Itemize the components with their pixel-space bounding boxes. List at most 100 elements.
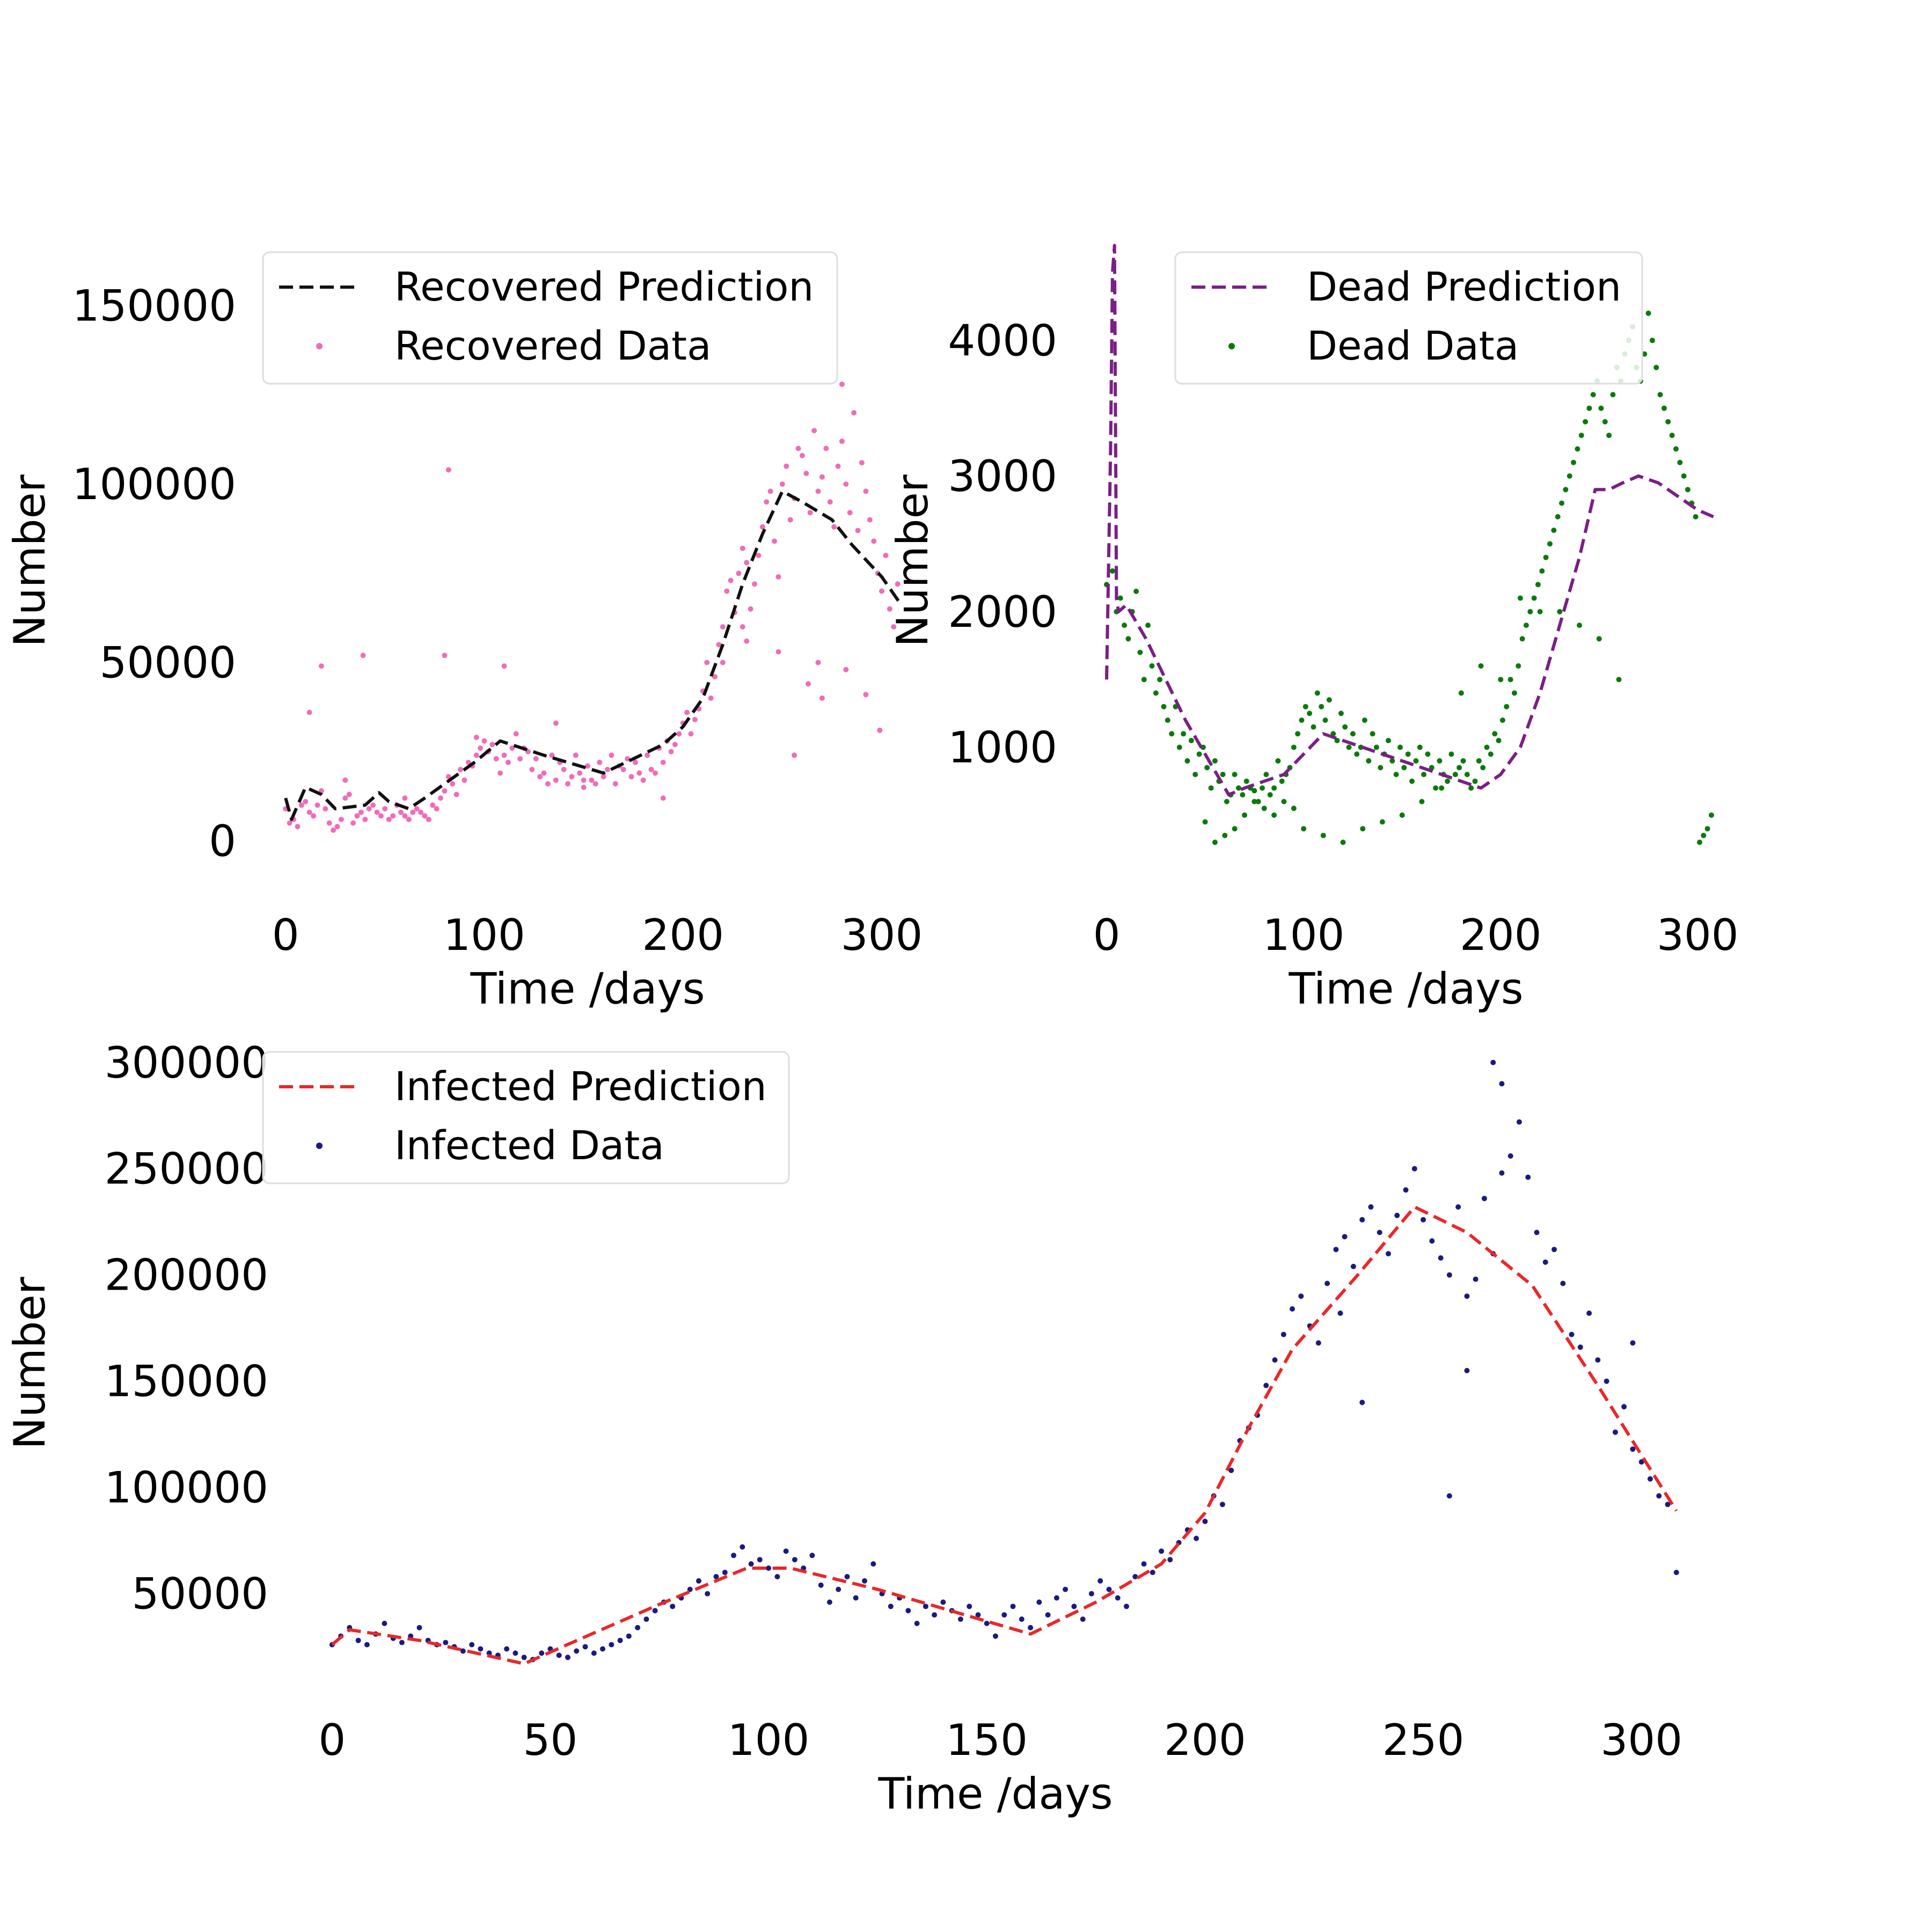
recovered-data-point — [759, 524, 765, 530]
recovered-data-point — [684, 709, 690, 715]
dead-data-point — [1583, 419, 1589, 425]
infected-data-point — [1542, 1259, 1548, 1265]
infected-data-point — [748, 1561, 754, 1567]
legend-entry-prediction: Dead Prediction — [1307, 264, 1621, 310]
dead-data-point — [1452, 772, 1458, 778]
recovered-data-point — [724, 588, 730, 594]
recovered-data-point — [891, 624, 897, 630]
recovered-data-point — [445, 467, 451, 473]
dead-data-point — [1457, 765, 1462, 771]
recovered-data-point — [609, 752, 614, 758]
infected-legend: Infected Prediction Infected Data — [262, 1051, 790, 1184]
y-axis-label: Number — [5, 474, 55, 647]
infected-data-point — [1638, 1459, 1644, 1465]
dead-data-point — [1340, 839, 1346, 845]
recovered-data-point — [318, 663, 324, 669]
dead-data-point — [1504, 704, 1510, 709]
recovered-data-point — [334, 824, 340, 830]
recovered-data-point — [839, 382, 845, 387]
dead-data-point — [1291, 744, 1297, 750]
infected-data-point — [888, 1604, 894, 1609]
recovered-data-point — [338, 816, 344, 822]
recovered-data-point — [442, 653, 448, 658]
recovered-prediction-line — [284, 489, 903, 821]
dead-data-point — [1378, 765, 1384, 771]
dead-data-point — [1616, 677, 1622, 683]
recovered-data-point — [326, 820, 332, 826]
infected-data-point — [1656, 1493, 1662, 1499]
recovered-data-point — [323, 806, 328, 811]
recovered-data-point — [748, 606, 753, 612]
dead-data-point — [1379, 819, 1385, 825]
recovered-data-point — [589, 777, 595, 783]
recovered-data-point — [632, 759, 638, 765]
recovered-data-point — [628, 774, 634, 780]
y-tick-label: 300000 — [105, 1038, 268, 1088]
dead-data-point — [1232, 826, 1238, 832]
dead-data-point — [1523, 623, 1529, 628]
recovered-data-point — [473, 735, 479, 740]
recovered-data-point — [815, 660, 821, 665]
recovered-data-point — [386, 816, 392, 822]
recovered-data-point — [823, 445, 829, 451]
infected-data-point — [1507, 1153, 1513, 1159]
infected-data-point — [1473, 1276, 1479, 1282]
dead-data-point — [1192, 772, 1198, 778]
recovered-data-point — [306, 709, 312, 715]
dead-data-point — [1322, 718, 1328, 723]
recovered-data-point — [306, 809, 312, 815]
dead-data-point — [1464, 772, 1470, 778]
infected-data-point — [670, 1604, 676, 1609]
recovered-data-point — [806, 681, 811, 687]
infected-data-point — [591, 1650, 597, 1656]
infected-data-point — [1499, 1081, 1505, 1087]
dead-data-point — [1279, 778, 1285, 784]
recovered-data-point — [513, 731, 519, 737]
dead-data-point — [1642, 351, 1648, 357]
recovered-data-point — [402, 795, 408, 801]
dead-data-point — [1704, 826, 1710, 832]
dead-data-point — [1271, 812, 1277, 818]
infected-data-point — [757, 1557, 763, 1563]
y-tick-label: 100000 — [105, 1463, 268, 1513]
infected-data-point — [1534, 1230, 1540, 1235]
dead-data-point — [1141, 677, 1147, 683]
recovered-data-point — [811, 428, 817, 434]
dead-data-point — [1165, 718, 1170, 723]
recovered-data-point — [660, 759, 666, 765]
recovered-panel: 0 100 200 300 0 50000 100000 150000 Time /days Nu… — [5, 251, 923, 1014]
infected-data-point — [1438, 1255, 1444, 1261]
infected-data-point — [1630, 1446, 1636, 1452]
dead-data-point — [1498, 677, 1504, 683]
infected-data-point — [582, 1644, 588, 1650]
recovered-data-point — [839, 438, 845, 444]
infected-data-point — [1446, 1272, 1452, 1278]
y-tick-label: 1000 — [948, 723, 1057, 773]
infected-data-point — [1595, 1357, 1601, 1363]
dead-data-point — [1291, 806, 1297, 811]
dead-data-point — [1496, 737, 1502, 743]
dead-data-point — [1360, 826, 1366, 832]
recovered-data-point — [314, 802, 320, 808]
infected-data-point — [1342, 1234, 1348, 1240]
recovered-data-point — [863, 488, 869, 494]
dead-legend: Dead Prediction Dead Data — [1174, 251, 1643, 385]
infected-data-point — [382, 1621, 387, 1626]
dead-data-point — [1590, 392, 1596, 398]
dead-data-point — [1204, 765, 1210, 771]
infected-data-point — [399, 1640, 405, 1645]
dead-data-point — [1657, 392, 1663, 398]
recovered-data-point — [501, 752, 507, 758]
recovered-data-point — [752, 581, 757, 587]
dead-data-point — [1537, 609, 1543, 614]
infected-data-point — [1324, 1280, 1330, 1286]
legend-dot-swatch — [316, 343, 323, 349]
x-tick-label: 100 — [443, 910, 525, 960]
recovered-data-point — [331, 827, 336, 833]
y-tick-label: 0 — [209, 816, 236, 866]
infected-data-point — [1429, 1238, 1435, 1244]
infected-data-point — [1386, 1251, 1391, 1257]
infected-data-point — [923, 1604, 928, 1609]
recovered-data-point — [362, 816, 368, 822]
recovered-data-point — [744, 560, 750, 566]
